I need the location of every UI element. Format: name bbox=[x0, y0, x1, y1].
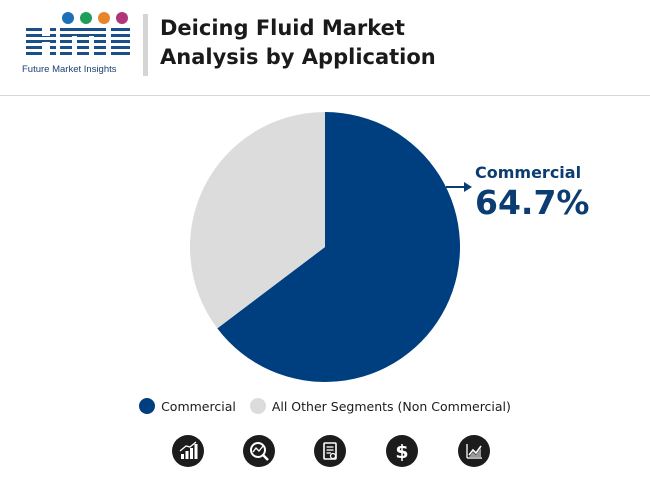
callout-arrow bbox=[446, 182, 472, 192]
trend-chart-icon bbox=[458, 435, 490, 467]
callout-label: Commercial bbox=[475, 163, 582, 182]
legend-label-other: All Other Segments (Non Commercial) bbox=[271, 398, 511, 414]
legend-label-commercial: Commercial bbox=[161, 398, 236, 414]
legend-item-commercial: Commercial bbox=[139, 398, 236, 414]
bar-chart-icon bbox=[172, 435, 204, 467]
logo-tagline: Future Market Insights bbox=[22, 64, 117, 75]
svg-text:$: $ bbox=[395, 441, 408, 463]
icon-row: $ bbox=[0, 435, 650, 469]
legend-item-other: All Other Segments (Non Commercial) bbox=[249, 398, 511, 414]
legend-swatch-commercial bbox=[139, 398, 156, 414]
legend-swatch-other bbox=[249, 398, 266, 414]
title-line-1: Deicing Fluid Market bbox=[160, 16, 405, 40]
fmi-logo-graphic bbox=[26, 12, 130, 56]
page-title: Deicing Fluid Market Analysis by Applica… bbox=[160, 14, 436, 72]
chart-legend: Commercial All Other Segments (Non Comme… bbox=[0, 398, 650, 414]
pie-slice-other bbox=[189, 112, 325, 329]
search-analysis-icon bbox=[243, 435, 275, 467]
document-icon bbox=[314, 435, 346, 467]
header-divider bbox=[143, 14, 148, 76]
fmi-logo: Future Market Insights bbox=[22, 8, 134, 78]
callout-value: 64.7% bbox=[475, 183, 590, 222]
pie-chart bbox=[189, 112, 472, 382]
header-rule bbox=[0, 95, 650, 96]
header: Future Market Insights Deicing Fluid Mar… bbox=[0, 0, 650, 96]
commercial-callout: Commercial 64.7% bbox=[475, 163, 590, 223]
title-line-2: Analysis by Application bbox=[160, 45, 436, 69]
dollar-icon: $ bbox=[386, 435, 418, 467]
pie-slice-commercial bbox=[217, 112, 460, 382]
